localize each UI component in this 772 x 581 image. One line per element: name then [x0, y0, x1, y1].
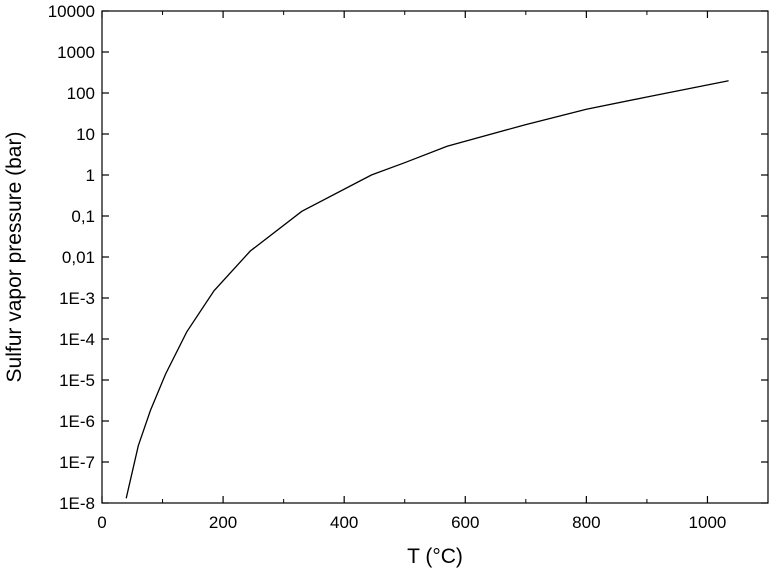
x-tick-label: 400 — [330, 513, 358, 532]
y-tick-label: 1E-7 — [59, 453, 95, 472]
y-tick-label: 10000 — [48, 2, 95, 21]
y-axis-title: Sulfur vapor pressure (bar) — [3, 132, 26, 383]
x-axis-title: T (°C) — [407, 545, 463, 568]
x-axis-ticks: 0 200 400 600 800 1000 — [97, 11, 726, 532]
x-tick-label: 1000 — [689, 513, 727, 532]
y-tick-label: 0,01 — [62, 248, 95, 267]
y-tick-label: 1E-4 — [59, 330, 95, 349]
x-tick-label: 800 — [572, 513, 600, 532]
y-tick-label: 1E-8 — [59, 494, 95, 513]
y-tick-label: 1E-6 — [59, 412, 95, 431]
x-tick-label: 0 — [97, 513, 106, 532]
x-tick-label: 600 — [451, 513, 479, 532]
series-line — [125, 80, 729, 499]
y-tick-label: 1E-5 — [59, 371, 95, 390]
y-tick-label: 1 — [86, 166, 95, 185]
plot-frame — [101, 10, 769, 504]
y-tick-label: 1000 — [57, 43, 95, 62]
y-tick-label: 1E-3 — [59, 289, 95, 308]
y-tick-label: 100 — [67, 84, 95, 103]
y-tick-label: 10 — [76, 125, 95, 144]
y-axis-ticks: 1E-8 1E-7 1E-6 1E-5 1E-4 1E-3 0,01 0,1 1 10 100 100… — [48, 2, 768, 513]
y-tick-label: 0,1 — [71, 207, 95, 226]
series-layer — [125, 80, 729, 499]
x-tick-label: 200 — [209, 513, 237, 532]
